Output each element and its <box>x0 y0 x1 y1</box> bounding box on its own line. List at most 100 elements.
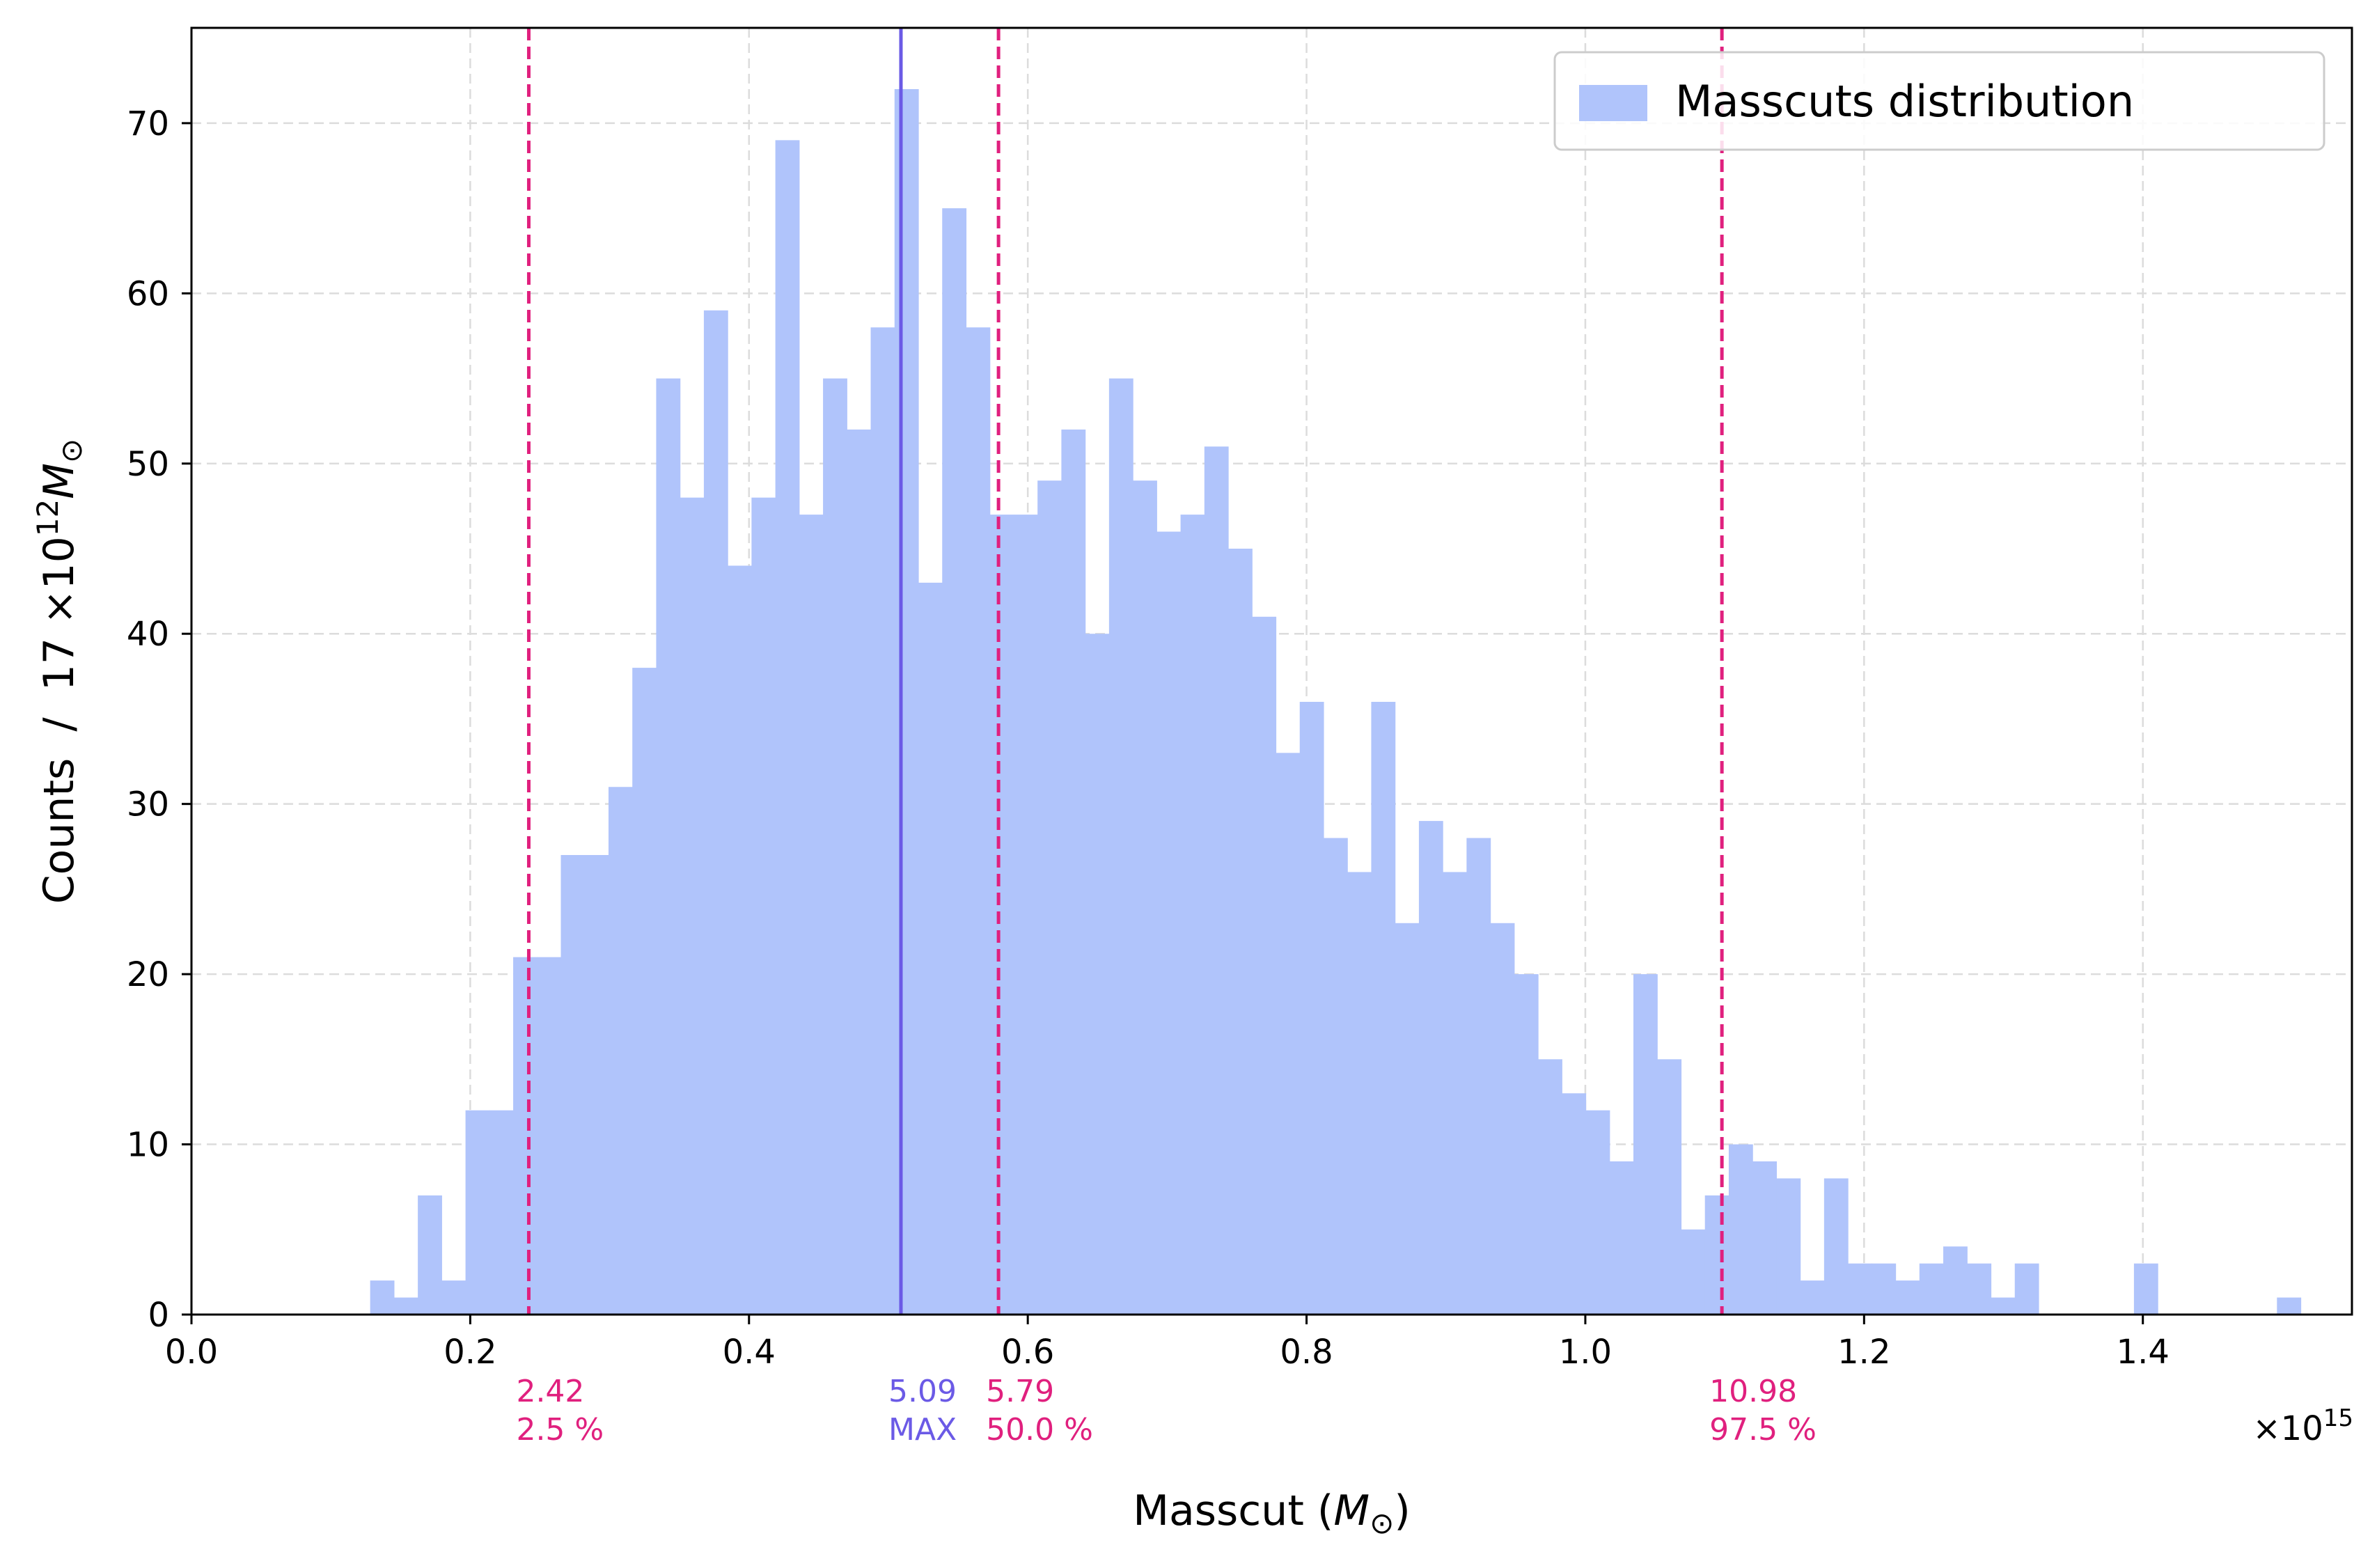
histogram-bar <box>1919 1263 1944 1315</box>
histogram-bar <box>1967 1263 1992 1315</box>
histogram-bar <box>1704 1195 1729 1315</box>
x-label-italic: M <box>1333 1487 1370 1535</box>
axis-ticks: 0.0 0.2 0.4 0.6 0.8 1.0 1.2 1.4 0 10 20 30 40 50 60 70 <box>127 104 2170 1372</box>
histogram-bar <box>608 787 633 1315</box>
histogram-bar <box>870 327 895 1315</box>
x-tick-label: 0.6 <box>1001 1333 1054 1372</box>
histogram-bar <box>1823 1178 1849 1315</box>
histogram-bar <box>1585 1110 1610 1315</box>
histogram-bar <box>1848 1263 1872 1315</box>
histogram-bar <box>370 1280 395 1315</box>
annotation-value: 10.98 <box>1709 1374 1797 1409</box>
y-label-italic: M <box>35 463 84 499</box>
histogram-bar <box>1371 702 1396 1315</box>
histogram-bar <box>1895 1280 1920 1315</box>
histogram-bar <box>918 582 943 1315</box>
histogram-bar <box>418 1195 442 1315</box>
x-tick-label: 0.4 <box>723 1333 776 1372</box>
histogram-bar <box>1466 838 1491 1315</box>
histogram-bar <box>537 957 562 1315</box>
x-tick-label: 0.0 <box>165 1333 218 1372</box>
histogram-bar <box>2133 1263 2158 1315</box>
histogram-bar <box>1395 923 1420 1315</box>
x-label-sub: ⊙ <box>1370 1506 1394 1540</box>
x-tick-label: 0.2 <box>444 1333 496 1372</box>
histogram-bar <box>1490 923 1515 1315</box>
histogram-bar <box>1133 480 1157 1315</box>
histogram-bar <box>2277 1297 2302 1315</box>
histogram-bar <box>799 515 824 1315</box>
histogram-bar <box>989 515 1014 1315</box>
legend-swatch <box>1579 85 1647 121</box>
histogram-bar <box>1776 1178 1801 1315</box>
histogram-bar <box>1204 446 1229 1315</box>
histogram-bar <box>1180 515 1205 1315</box>
annotation-value: 5.09 <box>888 1374 957 1409</box>
histogram-bar <box>1872 1263 1897 1315</box>
histogram-bar <box>2014 1263 2039 1315</box>
histogram-bar <box>632 668 657 1315</box>
x-label-base: Masscut ( <box>1133 1487 1333 1535</box>
histogram-bar <box>1657 1059 1682 1315</box>
histogram-bar <box>751 497 776 1315</box>
histogram-bar <box>1323 838 1348 1315</box>
histogram-bar <box>1252 616 1277 1315</box>
histogram-bar <box>1681 1229 1706 1315</box>
histogram-bar <box>465 1110 490 1315</box>
histogram-bar <box>1013 515 1038 1315</box>
x-tick-label: 1.0 <box>1559 1333 1612 1372</box>
histogram-bar <box>1418 821 1443 1315</box>
y-tick-label: 30 <box>127 785 169 824</box>
y-tick-label: 60 <box>127 274 169 313</box>
y-label-exponent: 12 <box>31 499 65 536</box>
histogram-bar <box>1443 872 1467 1315</box>
histogram-bar <box>1156 531 1182 1315</box>
y-axis-label: Counts / 17 ×1012M⊙ <box>31 439 88 904</box>
histogram-bar <box>441 1280 466 1315</box>
x-offset-exponent: 15 <box>2323 1404 2353 1432</box>
histogram-bar <box>584 855 609 1315</box>
histogram-bar <box>1299 702 1324 1315</box>
histogram-bar <box>1943 1246 1968 1315</box>
annotation-percent: 97.5 % <box>1709 1412 1817 1448</box>
histogram-bar <box>1108 378 1133 1315</box>
histogram-bar <box>513 957 538 1315</box>
histogram-bar <box>1752 1161 1778 1315</box>
histogram-bar <box>703 310 728 1315</box>
histogram-bar <box>1728 1144 1753 1315</box>
histogram-bar <box>942 208 967 1315</box>
y-tick-label: 0 <box>148 1296 169 1335</box>
y-tick-label: 10 <box>127 1126 169 1165</box>
legend: Masscuts distribution <box>1553 51 2325 151</box>
annotation-percent: MAX <box>888 1412 957 1448</box>
histogram-bar <box>728 565 752 1315</box>
annotation-value: 5.79 <box>986 1374 1054 1409</box>
histogram-bar <box>489 1110 514 1315</box>
histogram-bar <box>1562 1093 1587 1315</box>
histogram-bar <box>393 1297 418 1315</box>
legend-box <box>1553 51 2325 151</box>
histogram-bar <box>1276 753 1301 1315</box>
annotation-percent: 50.0 % <box>986 1412 1093 1448</box>
histogram-bar <box>775 140 800 1315</box>
annotation-percent: 2.5 % <box>516 1412 604 1448</box>
x-axis-label: Masscut (M⊙) <box>1133 1487 1410 1540</box>
x-tick-label: 1.2 <box>1837 1333 1890 1372</box>
x-label-close: ) <box>1394 1487 1410 1535</box>
histogram-bar <box>1228 549 1253 1315</box>
histogram-bar <box>1085 634 1110 1315</box>
y-label-sub: ⊙ <box>54 439 88 463</box>
histogram-bar <box>1514 974 1539 1315</box>
histogram-bar <box>1061 429 1086 1315</box>
histogram-bars <box>370 89 2302 1315</box>
y-tick-label: 70 <box>127 104 169 143</box>
x-tick-label: 1.4 <box>2117 1333 2170 1372</box>
y-tick-label: 40 <box>127 615 169 654</box>
histogram-bar <box>1991 1297 2016 1315</box>
y-tick-label: 20 <box>127 955 169 994</box>
histogram-bar <box>1347 872 1372 1315</box>
histogram-bar <box>1800 1280 1825 1315</box>
